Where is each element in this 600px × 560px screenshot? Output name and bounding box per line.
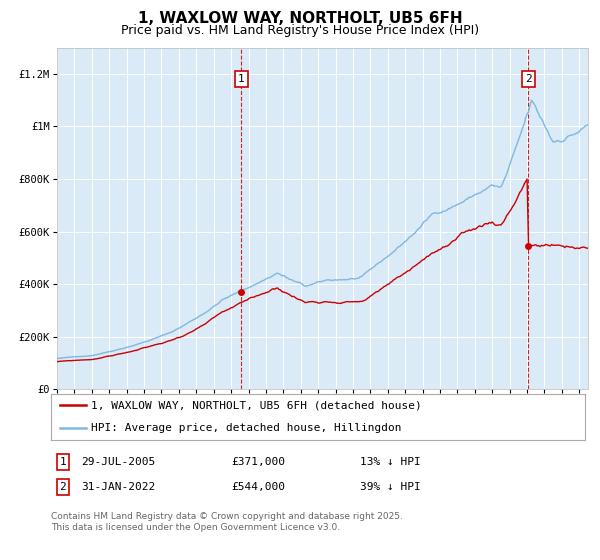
Text: 1: 1 bbox=[59, 457, 67, 467]
Text: 29-JUL-2005: 29-JUL-2005 bbox=[81, 457, 155, 467]
Text: 2: 2 bbox=[525, 74, 532, 84]
Text: Contains HM Land Registry data © Crown copyright and database right 2025.
This d: Contains HM Land Registry data © Crown c… bbox=[51, 512, 403, 532]
Text: 13% ↓ HPI: 13% ↓ HPI bbox=[360, 457, 421, 467]
Text: Price paid vs. HM Land Registry's House Price Index (HPI): Price paid vs. HM Land Registry's House … bbox=[121, 24, 479, 36]
Text: 1: 1 bbox=[238, 74, 244, 84]
Text: 39% ↓ HPI: 39% ↓ HPI bbox=[360, 482, 421, 492]
Text: 1, WAXLOW WAY, NORTHOLT, UB5 6FH: 1, WAXLOW WAY, NORTHOLT, UB5 6FH bbox=[137, 11, 463, 26]
Text: HPI: Average price, detached house, Hillingdon: HPI: Average price, detached house, Hill… bbox=[91, 423, 401, 433]
Text: 2: 2 bbox=[59, 482, 67, 492]
Text: £371,000: £371,000 bbox=[231, 457, 285, 467]
Text: £544,000: £544,000 bbox=[231, 482, 285, 492]
Text: 31-JAN-2022: 31-JAN-2022 bbox=[81, 482, 155, 492]
Text: 1, WAXLOW WAY, NORTHOLT, UB5 6FH (detached house): 1, WAXLOW WAY, NORTHOLT, UB5 6FH (detach… bbox=[91, 400, 422, 410]
